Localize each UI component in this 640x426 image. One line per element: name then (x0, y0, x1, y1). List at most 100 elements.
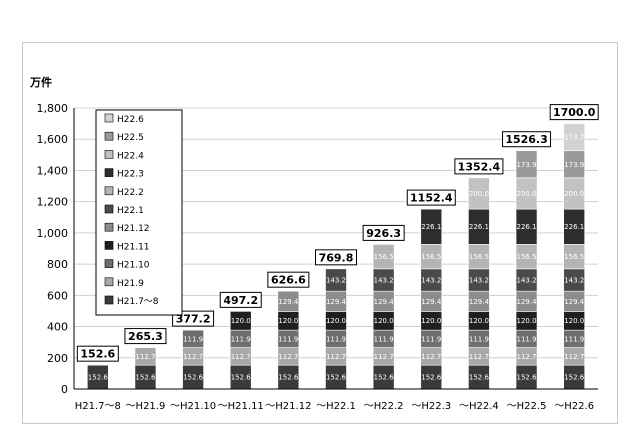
segment-label: 111.9 (326, 335, 346, 343)
legend-swatch (104, 241, 114, 250)
total-label-box (406, 189, 456, 206)
total-label: 152.6 (80, 348, 115, 361)
total-label: 265.3 (128, 330, 163, 343)
total-label-box (124, 328, 167, 345)
legend-label: H22.4 (117, 151, 144, 161)
x-tick-label: ～H22.2 (364, 401, 404, 412)
bar-segment (372, 244, 395, 270)
segment-label: 200.0 (469, 190, 489, 198)
legend-swatch (104, 113, 114, 123)
legend-swatch (104, 186, 114, 196)
segment-label: 120.0 (231, 317, 251, 325)
segment-label: 152.6 (231, 374, 252, 382)
legend-label: H22.5 (117, 133, 144, 143)
total-label-box (502, 131, 552, 148)
legend-label: H22.2 (117, 188, 144, 198)
segment-label: 112.7 (183, 353, 203, 361)
segment-label: 152.6 (183, 374, 204, 382)
x-tick-label: ～H22.3 (411, 401, 451, 412)
x-tick-label: ～H21.12 (265, 401, 311, 412)
bars-group: 152.6 152.6 152.6 112.7 265.3 152.6 112.7 111.9… (76, 104, 599, 390)
legend-swatch (104, 204, 114, 214)
legend-swatch (104, 150, 114, 159)
total-label: 769.8 (319, 251, 354, 264)
legend-label: H21.11 (117, 242, 150, 252)
segment-label: 112.7 (374, 353, 394, 361)
legend-label: H22.6 (117, 115, 144, 125)
segment-label: 120.0 (374, 317, 394, 325)
segment-label: 112.7 (564, 353, 584, 361)
total-label: 497.2 (223, 294, 258, 307)
segment-label: 152.6 (564, 374, 585, 382)
segment-label: 112.7 (231, 353, 251, 361)
segment-label: 152.6 (374, 374, 395, 382)
segment-label: 111.9 (517, 335, 537, 343)
segment-label: 152.6 (469, 374, 490, 382)
x-tick-label: H21.7～8 (75, 401, 121, 412)
segment-label: 226.1 (469, 223, 489, 231)
segment-label: 200.0 (517, 190, 537, 198)
segment-label: 226.1 (517, 223, 537, 231)
total-label: 926.3 (366, 227, 401, 240)
total-label: 1352.4 (458, 160, 501, 173)
y-tick-label: 1,000 (37, 227, 69, 240)
bar-segment (277, 290, 300, 312)
segment-label: 156.5 (374, 253, 394, 261)
segment-label: 111.9 (469, 335, 489, 343)
segment-label: 111.9 (278, 335, 298, 343)
segment-label: 129.4 (278, 298, 299, 306)
segment-label: 112.7 (421, 353, 441, 361)
total-label-box (172, 310, 215, 327)
segment-label: 129.4 (517, 298, 538, 306)
y-tick-label: 1,800 (37, 102, 69, 115)
total-label-box (549, 104, 599, 121)
segment-label: 129.4 (564, 298, 585, 306)
legend-label: H21.9 (117, 279, 144, 289)
total-label-box (267, 271, 310, 288)
segment-label: 111.9 (374, 335, 394, 343)
segment-label: 152.6 (88, 374, 109, 382)
segment-label: 173.9 (517, 161, 537, 169)
segment-label: 112.7 (469, 353, 489, 361)
segment-label: 120.0 (517, 317, 537, 325)
chart-frame (22, 42, 618, 424)
segment-label: 112.7 (135, 353, 155, 361)
total-label: 1526.3 (505, 133, 547, 146)
bar-segment (325, 268, 347, 292)
total-label-box (219, 291, 262, 308)
legend-swatch (104, 168, 114, 177)
segment-label: 120.0 (469, 317, 489, 325)
y-tick-label: 1,400 (37, 164, 69, 177)
segment-label: 129.4 (326, 298, 347, 306)
legend: H22.6 H22.5 H22.4 H22.3 H22.2 H22.1 H21.12 H21.… (95, 109, 183, 316)
segment-label: 156.5 (517, 253, 537, 261)
segment-label: 111.9 (183, 335, 203, 343)
segment-label: 173.7 (564, 134, 584, 142)
segment-label: 152.6 (326, 374, 347, 382)
segment-label: 200.0 (564, 190, 584, 198)
bar-segment (468, 177, 490, 210)
y-tick-label: 0 (61, 383, 68, 396)
x-tick-label: ～H22.6 (554, 401, 594, 412)
segment-label: 120.0 (564, 317, 584, 325)
segment-label: 111.9 (231, 335, 251, 343)
segment-label: 143.2 (469, 277, 489, 285)
legend-label: H21.10 (117, 261, 150, 271)
segment-label: 129.4 (421, 298, 442, 306)
legend-label: H22.3 (117, 170, 144, 180)
legend-label: H21.12 (117, 224, 150, 234)
segment-label: 129.4 (374, 298, 395, 306)
total-label-box (315, 249, 357, 266)
y-tick-label: 1,600 (37, 133, 69, 146)
bar-segment (229, 311, 252, 331)
bar-segment (420, 208, 443, 245)
segment-label: 120.0 (326, 317, 346, 325)
y-tick-label: 800 (47, 258, 68, 271)
legend-swatch (104, 277, 114, 287)
segment-label: 112.7 (517, 353, 537, 361)
segment-label: 112.7 (278, 353, 298, 361)
segment-label: 111.9 (421, 335, 441, 343)
legend-swatch (104, 131, 114, 141)
segment-label: 173.9 (564, 161, 584, 169)
